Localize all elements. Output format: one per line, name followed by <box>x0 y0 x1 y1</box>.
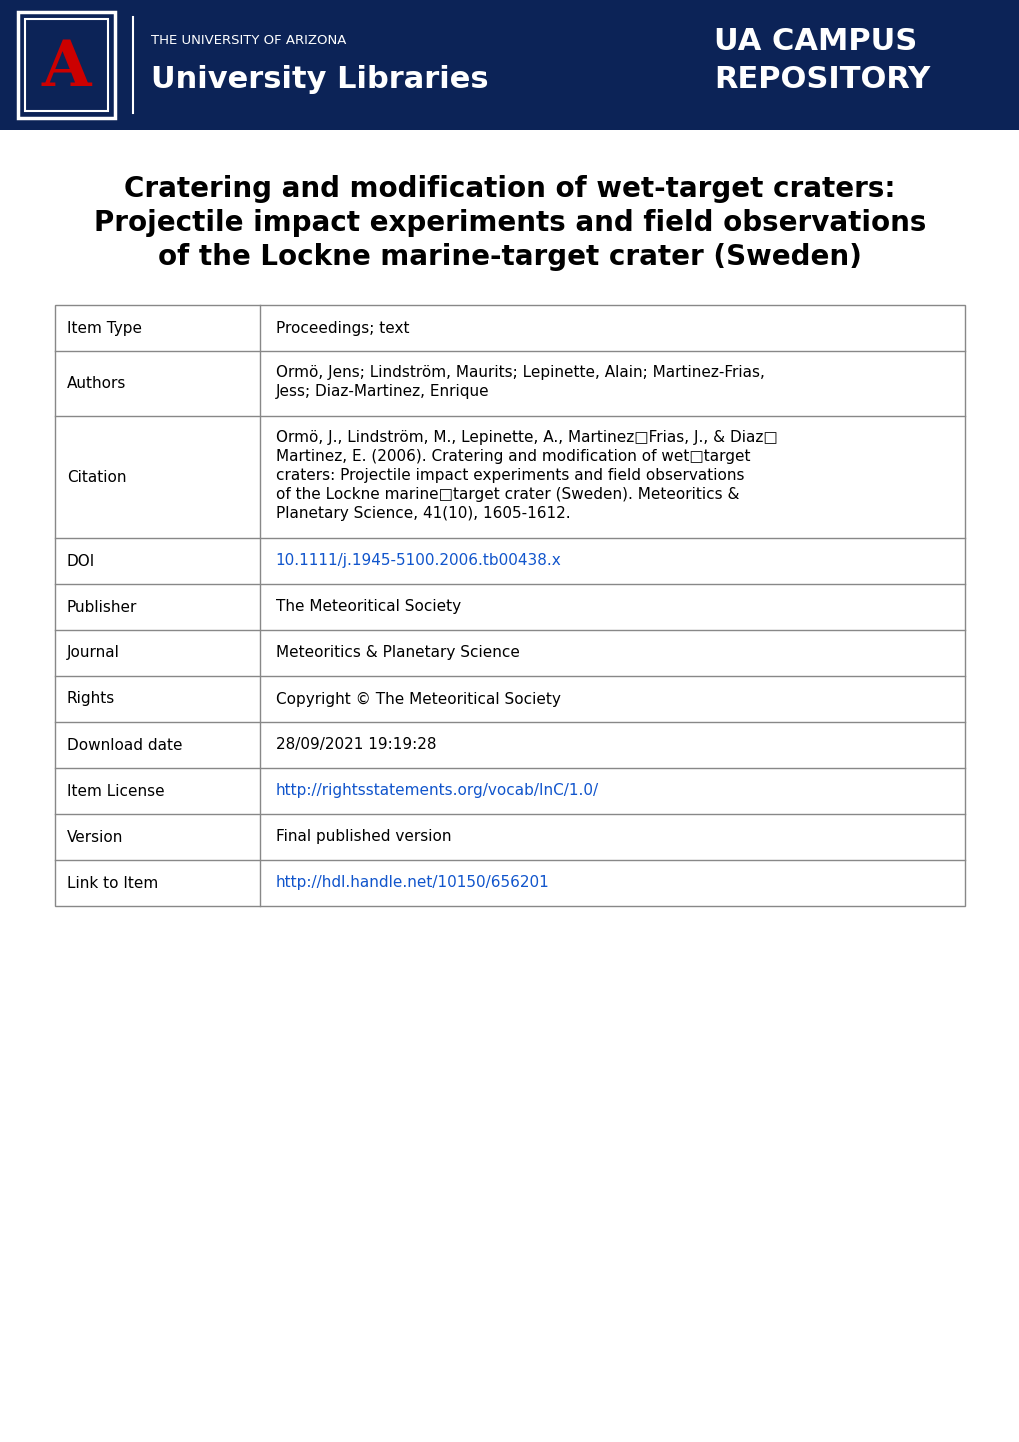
Text: Rights: Rights <box>67 692 115 707</box>
Text: UA CAMPUS: UA CAMPUS <box>713 27 916 56</box>
Text: Version: Version <box>67 829 123 845</box>
Text: Ormö, J., Lindström, M., Lepinette, A., Martinez□Frias, J., & Diaz□: Ormö, J., Lindström, M., Lepinette, A., … <box>275 430 776 446</box>
Text: THE UNIVERSITY OF ARIZONA: THE UNIVERSITY OF ARIZONA <box>151 33 346 46</box>
Text: 28/09/2021 19:19:28: 28/09/2021 19:19:28 <box>275 737 436 753</box>
Text: Item License: Item License <box>67 783 164 799</box>
Text: craters: Projectile impact experiments and field observations: craters: Projectile impact experiments a… <box>275 469 744 483</box>
Text: REPOSITORY: REPOSITORY <box>713 65 929 95</box>
Text: Publisher: Publisher <box>67 600 138 614</box>
Text: Proceedings; text: Proceedings; text <box>275 320 409 336</box>
Text: Meteoritics & Planetary Science: Meteoritics & Planetary Science <box>275 646 519 660</box>
Text: 10.1111/j.1945-5100.2006.tb00438.x: 10.1111/j.1945-5100.2006.tb00438.x <box>275 554 560 568</box>
Text: Final published version: Final published version <box>275 829 450 845</box>
Text: http://hdl.handle.net/10150/656201: http://hdl.handle.net/10150/656201 <box>275 875 549 891</box>
Bar <box>0 0 1019 130</box>
Text: Jess; Diaz-Martinez, Enrique: Jess; Diaz-Martinez, Enrique <box>275 384 489 399</box>
Text: Ormö, Jens; Lindström, Maurits; Lepinette, Alain; Martinez-Frias,: Ormö, Jens; Lindström, Maurits; Lepinett… <box>275 365 764 381</box>
Bar <box>18 12 115 118</box>
Text: University Libraries: University Libraries <box>151 65 488 95</box>
Text: of the Lockne marine□target crater (Sweden). Meteoritics &: of the Lockne marine□target crater (Swed… <box>275 487 739 502</box>
Text: Citation: Citation <box>67 470 126 485</box>
Text: http://rightsstatements.org/vocab/InC/1.0/: http://rightsstatements.org/vocab/InC/1.… <box>275 783 598 799</box>
Text: of the Lockne marine-target crater (Sweden): of the Lockne marine-target crater (Swed… <box>158 244 861 271</box>
Bar <box>55 306 964 906</box>
Text: DOI: DOI <box>67 554 95 568</box>
Text: Projectile impact experiments and field observations: Projectile impact experiments and field … <box>94 209 925 236</box>
Text: Planetary Science, 41(10), 1605-1612.: Planetary Science, 41(10), 1605-1612. <box>275 506 570 521</box>
Text: Authors: Authors <box>67 376 126 391</box>
Text: Item Type: Item Type <box>67 320 142 336</box>
Text: Martinez, E. (2006). Cratering and modification of wet□target: Martinez, E. (2006). Cratering and modif… <box>275 448 750 464</box>
Text: A: A <box>42 39 91 99</box>
Text: Download date: Download date <box>67 737 182 753</box>
Text: The Meteoritical Society: The Meteoritical Society <box>275 600 461 614</box>
Text: Copyright © The Meteoritical Society: Copyright © The Meteoritical Society <box>275 692 560 707</box>
Text: Cratering and modification of wet-target craters:: Cratering and modification of wet-target… <box>124 174 895 203</box>
Text: Link to Item: Link to Item <box>67 875 158 891</box>
Bar <box>25 19 108 111</box>
Text: Journal: Journal <box>67 646 120 660</box>
